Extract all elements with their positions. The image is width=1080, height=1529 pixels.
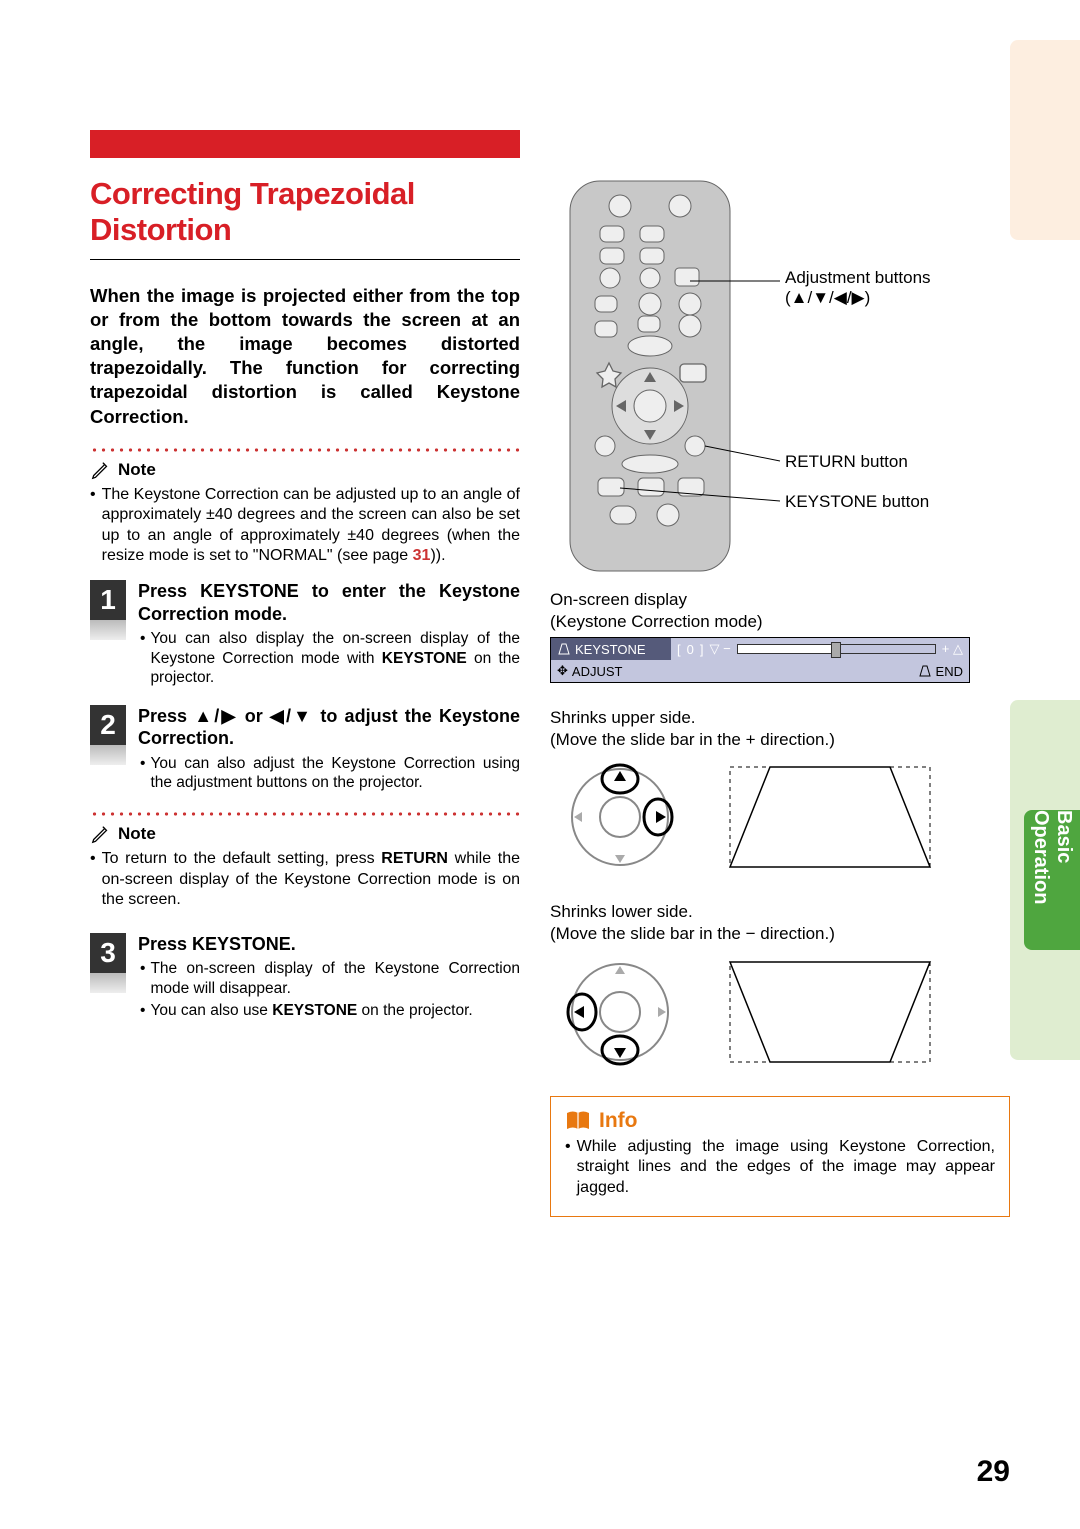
step-3: 3 Press KEYSTONE. •The on-screen display… [90,933,520,1024]
note2-b: RETURN [381,850,448,867]
pencil-icon [90,823,112,845]
title-rule [90,259,520,260]
step-2: 2 Press ▲/▶ or ◀/▼ to adjust the Keyston… [90,705,520,796]
pencil-icon [90,459,112,481]
adjustment-buttons-label: Adjustment buttons [785,268,931,288]
dotted-divider [90,447,520,453]
step-1: 1 Press KEYSTONE to enter the Keystone C… [90,580,520,690]
bullet-dot: • [90,849,96,910]
example-lower-1: Shrinks lower side. [550,901,1010,923]
note-label: Note [118,460,156,480]
example-upper-2: (Move the slide bar in the + direction.) [550,729,1010,751]
step3-sub2-b: KEYSTONE [272,1002,357,1019]
trapezoid-upper-icon [720,757,940,877]
step2-title-a: Press [138,706,194,726]
bullet-dot: • [90,485,96,567]
osd-keystone-label: KEYSTONE [575,642,646,657]
note-heading: Note [90,823,520,845]
step-number: 3 [90,933,126,973]
bullet-dot: • [565,1137,571,1198]
page-title: Correcting Trapezoidal Distortion [90,176,520,247]
bullet-dot: • [140,754,145,793]
step-tail [90,973,126,993]
note1-text-a: The Keystone Correction can be adjusted … [102,486,520,564]
step-tail [90,745,126,765]
note2-a: To return to the default setting, press [102,850,382,867]
info-heading: Info [599,1109,637,1133]
step3-sub1: The on-screen display of the Keystone Co… [150,959,520,998]
note1-bullet: • The Keystone Correction can be adjuste… [90,485,520,567]
step3-sub2-a: You can also use [150,1002,272,1019]
bullet-dot: • [140,959,145,998]
osd-value: 0 [687,642,694,657]
step3-title-a: Press [138,934,192,954]
step3-sub2-c: on the projector. [357,1002,472,1019]
step2-arrows: ▲/▶ or ◀/▼ [194,706,313,726]
step1-title-b: KEYSTONE [200,581,299,601]
example-lower-2: (Move the slide bar in the − direction.) [550,923,1010,945]
dpad-up-right-icon [550,757,690,877]
osd-caption-2: (Keystone Correction mode) [550,611,1010,633]
step-number: 2 [90,705,126,745]
step-number: 1 [90,580,126,620]
step1-sub-b: KEYSTONE [382,650,467,667]
step2-sub: You can also adjust the Keystone Correct… [150,754,520,793]
osd-display: KEYSTONE [ 0 ] ▽ − + △ ✥ ADJUST [550,637,970,683]
osd-adjust-label: ADJUST [572,664,623,679]
trapezoid-lower-icon [720,952,940,1072]
osd-caption-1: On-screen display [550,589,1010,611]
dpad-left-down-icon [550,952,690,1072]
intro-text: When the image is projected either from … [90,284,520,428]
info-body: While adjusting the image using Keystone… [577,1137,995,1198]
keystone-small-icon [918,665,932,677]
title-bar [90,130,520,158]
bullet-dot: • [140,629,145,687]
osd-end-label: END [936,664,963,679]
step-tail [90,620,126,640]
note2-bullet: • To return to the default setting, pres… [90,849,520,910]
step3-title-b: KEYSTONE [192,934,291,954]
keystone-icon [557,643,571,655]
book-icon [565,1110,591,1132]
note-heading: Note [90,459,520,481]
label-lines [550,176,1010,576]
step3-title-c: . [291,934,296,954]
note1-text-b: )). [430,547,445,564]
adjustment-buttons-symbols: (▲/▼/◀/▶) [785,288,931,308]
dotted-divider [90,811,520,817]
return-button-label: RETURN button [785,452,908,472]
step1-title-a: Press [138,581,200,601]
note-label: Note [118,824,156,844]
info-box: Info •While adjusting the image using Ke… [550,1096,1010,1217]
page-ref: 31 [413,547,431,564]
dpad-small-icon: ✥ [557,663,568,679]
keystone-button-label: KEYSTONE button [785,492,929,512]
bullet-dot: • [140,1001,145,1020]
page-number: 29 [977,1455,1010,1489]
example-upper-1: Shrinks upper side. [550,707,1010,729]
